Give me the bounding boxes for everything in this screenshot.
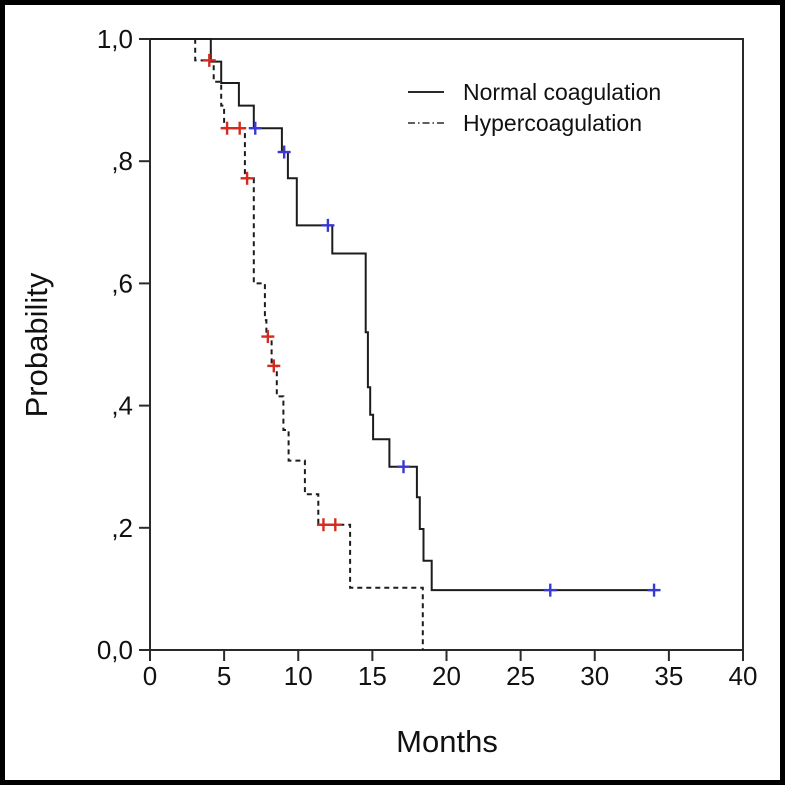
curve-hypercoagulation <box>150 38 424 650</box>
x-axis-ticks: 0 5 10 15 20 25 30 35 40 <box>143 650 758 691</box>
y-tick-label: ,8 <box>111 146 133 176</box>
censor-mark-normal-coagulation <box>397 460 411 474</box>
y-tick-label: ,4 <box>111 391 133 421</box>
curve-normal-coagulation <box>150 38 657 592</box>
censor-mark-normal-coagulation <box>248 121 262 135</box>
x-tick-label: 20 <box>432 661 461 691</box>
censor-mark-normal-coagulation <box>321 218 335 232</box>
legend-label-normal-coagulation: Normal coagulation <box>463 79 661 105</box>
legend: Normal coagulation Hypercoagulation <box>408 79 661 136</box>
censor-marks <box>202 53 661 597</box>
censor-mark-hypercoagulation <box>316 518 330 532</box>
censor-mark-hypercoagulation <box>233 121 247 135</box>
y-tick-label: 0,0 <box>97 635 133 665</box>
censor-mark-normal-coagulation <box>543 583 557 597</box>
x-tick-label: 10 <box>284 661 313 691</box>
censor-mark-hypercoagulation <box>220 121 234 135</box>
legend-label-hypercoagulation: Hypercoagulation <box>463 110 642 136</box>
y-axis-title: Probability <box>19 272 54 417</box>
censor-mark-hypercoagulation <box>240 171 254 185</box>
censor-mark-normal-coagulation <box>647 583 661 597</box>
censor-mark-hypercoagulation <box>328 518 342 532</box>
y-axis-ticks: 0,0 ,2 ,4 ,6 ,8 1,0 <box>97 24 150 665</box>
y-tick-label: ,2 <box>111 513 133 543</box>
x-axis-title: Months <box>396 724 498 759</box>
x-tick-label: 0 <box>143 661 157 691</box>
censor-mark-hypercoagulation <box>202 53 216 67</box>
censor-mark-hypercoagulation <box>267 359 281 373</box>
censor-mark-hypercoagulation <box>261 330 275 344</box>
x-tick-label: 15 <box>358 661 387 691</box>
x-tick-label: 5 <box>217 661 231 691</box>
x-tick-label: 40 <box>729 661 758 691</box>
x-tick-label: 35 <box>654 661 683 691</box>
x-tick-label: 25 <box>506 661 535 691</box>
y-tick-label: ,6 <box>111 268 133 298</box>
censor-mark-normal-coagulation <box>277 145 291 159</box>
y-tick-label: 1,0 <box>97 24 133 54</box>
x-tick-label: 30 <box>580 661 609 691</box>
